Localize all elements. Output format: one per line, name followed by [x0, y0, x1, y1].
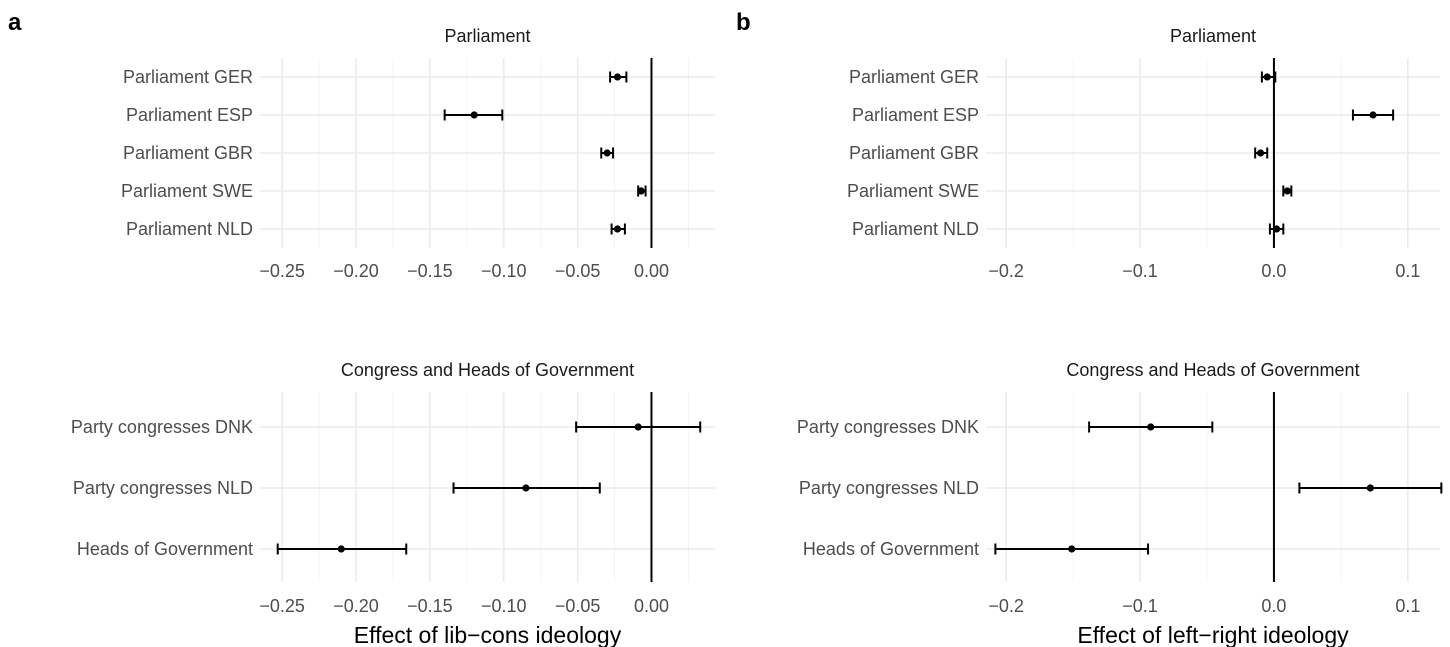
category-label: Parliament ESP — [852, 105, 979, 125]
x-tick-label: −0.10 — [481, 261, 527, 281]
facet-title: Congress and Heads of Government — [341, 360, 634, 380]
x-axis-title: Effect of lib−cons ideology — [354, 622, 622, 647]
x-tick-label: −0.05 — [555, 596, 601, 616]
x-tick-label: −0.2 — [988, 261, 1024, 281]
category-label: Party congresses DNK — [71, 417, 253, 437]
category-label: Parliament GER — [123, 67, 253, 87]
category-label: Heads of Government — [77, 539, 253, 559]
facet-title: Parliament — [1170, 26, 1256, 46]
point-estimate — [1369, 111, 1377, 119]
panel-letter-a: a — [8, 9, 22, 36]
x-tick-label: 0.0 — [1261, 596, 1286, 616]
x-tick-label: 0.00 — [634, 596, 669, 616]
point-estimate — [613, 225, 622, 233]
point-estimate — [1147, 423, 1155, 431]
facet-title: Parliament — [444, 26, 530, 46]
point-estimate — [522, 484, 530, 492]
x-tick-label: −0.20 — [333, 596, 379, 616]
category-label: Parliament SWE — [121, 181, 253, 201]
panel-b-top: Parliament Parliament GER Parliament ESP Pa… — [847, 26, 1440, 281]
x-axis-title: Effect of left−right ideology — [1077, 622, 1349, 647]
x-tick-label: −0.15 — [407, 596, 453, 616]
category-label: Parliament GER — [849, 67, 979, 87]
point-estimate — [603, 149, 611, 157]
point-estimate — [1068, 545, 1076, 553]
point-estimate — [1283, 187, 1291, 195]
category-label: Party congresses DNK — [797, 417, 979, 437]
x-tick-label: −0.05 — [555, 261, 601, 281]
x-tick-label: −0.2 — [988, 596, 1024, 616]
category-label: Parliament NLD — [126, 219, 253, 239]
point-estimate — [1256, 149, 1265, 157]
x-tick-label: −0.10 — [481, 596, 527, 616]
category-label: Party congresses NLD — [73, 478, 253, 498]
point-estimate — [634, 423, 642, 431]
panel-letter-b: b — [736, 9, 751, 36]
point-estimate — [1366, 484, 1374, 492]
point-estimate — [1263, 73, 1271, 81]
category-label: Parliament SWE — [847, 181, 979, 201]
category-label: Parliament GBR — [849, 143, 979, 163]
x-tick-label: 0.00 — [634, 261, 669, 281]
point-estimate — [337, 545, 345, 553]
x-tick-label: −0.25 — [259, 261, 305, 281]
category-label: Heads of Government — [803, 539, 979, 559]
category-label: Parliament NLD — [852, 219, 979, 239]
panel-a-bottom: Congress and Heads of Government Party co… — [71, 360, 715, 647]
point-estimate — [1273, 225, 1281, 233]
x-tick-label: −0.15 — [407, 261, 453, 281]
category-label: Parliament GBR — [123, 143, 253, 163]
x-tick-label: −0.1 — [1122, 261, 1158, 281]
point-estimate — [470, 111, 478, 119]
x-tick-label: −0.20 — [333, 261, 379, 281]
facet-title: Congress and Heads of Government — [1066, 360, 1359, 380]
panel-a-top: Parliament Parliament GER Parliament ESP Pa… — [121, 26, 715, 281]
x-tick-label: −0.25 — [259, 596, 305, 616]
x-tick-label: 0.1 — [1395, 261, 1420, 281]
panel-b-bottom: Congress and Heads of Government Party co… — [797, 360, 1443, 647]
point-estimate — [637, 187, 645, 195]
x-tick-label: 0.0 — [1261, 261, 1286, 281]
point-estimate — [613, 73, 622, 81]
x-tick-label: 0.1 — [1395, 596, 1420, 616]
plot-panels: Parliament Parliament GER Parliament ESP Pa… — [71, 26, 1443, 647]
x-tick-label: −0.1 — [1122, 596, 1158, 616]
category-label: Parliament ESP — [126, 105, 253, 125]
category-label: Party congresses NLD — [799, 478, 979, 498]
